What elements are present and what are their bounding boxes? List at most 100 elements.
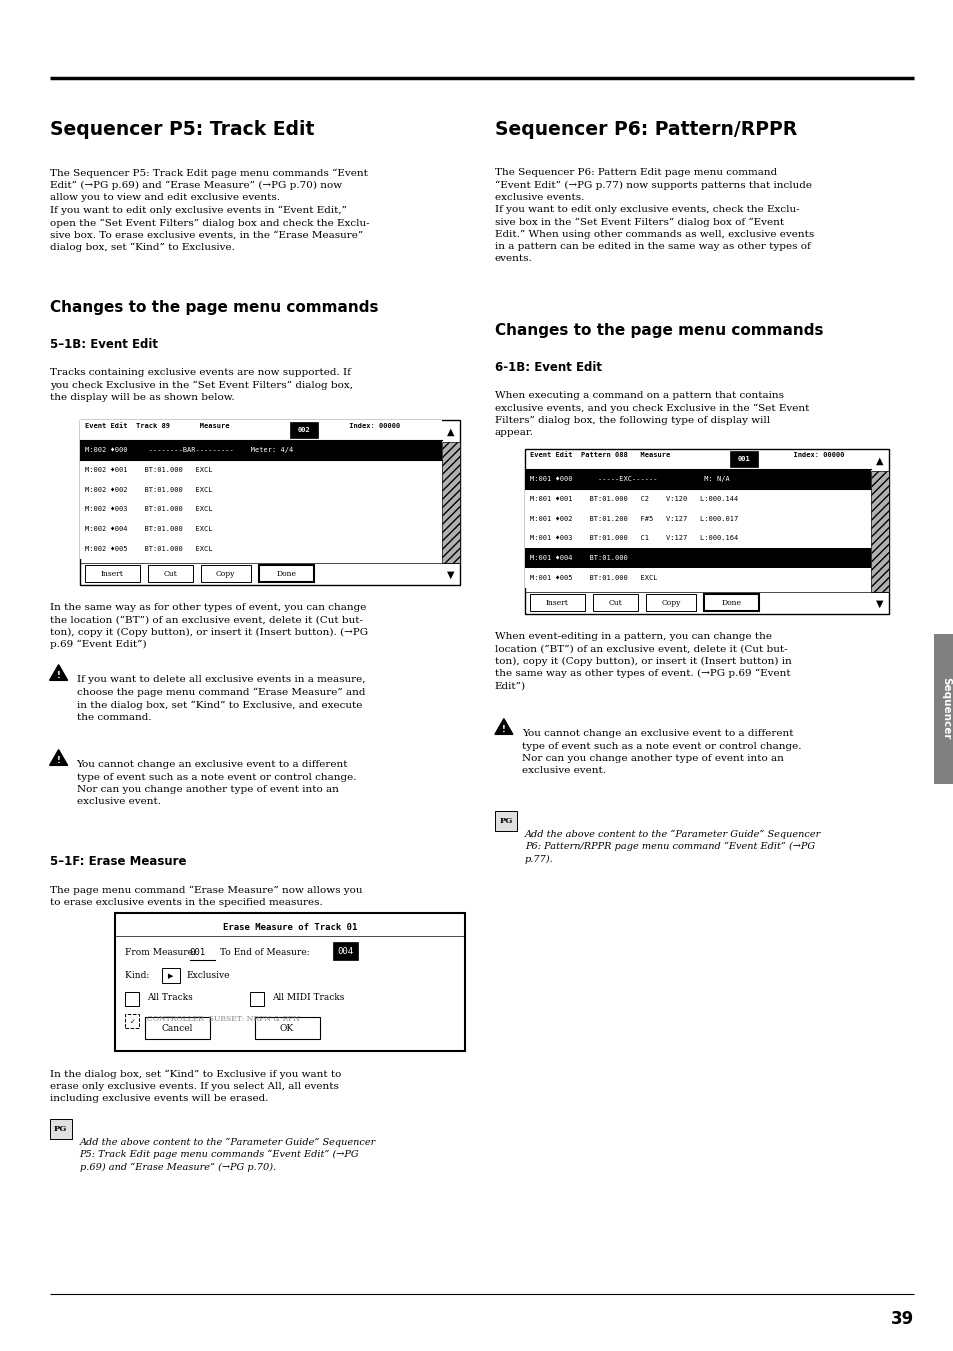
Text: Changes to the page menu commands: Changes to the page menu commands: [495, 323, 822, 338]
Text: 002: 002: [297, 427, 310, 434]
Bar: [200, 565, 251, 582]
Text: M:001 ♦005    BT:01.000   EXCL: M:001 ♦005 BT:01.000 EXCL: [529, 576, 657, 581]
Text: PG: PG: [498, 817, 512, 825]
Text: Cut: Cut: [163, 570, 177, 578]
Bar: [79, 539, 441, 559]
Text: Copy: Copy: [215, 570, 235, 578]
Text: !: !: [56, 757, 60, 766]
Bar: [529, 594, 584, 612]
Bar: [933, 634, 953, 784]
Text: ▶: ▶: [168, 973, 173, 979]
Bar: [125, 1015, 138, 1028]
Bar: [524, 528, 870, 549]
Text: To End of Measure:: To End of Measure:: [219, 948, 312, 958]
Text: M:002 ♦003    BT:01.000   EXCL: M:002 ♦003 BT:01.000 EXCL: [85, 507, 212, 512]
Text: Done: Done: [720, 598, 740, 607]
Bar: [114, 913, 464, 1051]
Text: Insert: Insert: [545, 598, 568, 607]
Bar: [524, 489, 870, 509]
Text: ▼: ▼: [875, 598, 882, 608]
Bar: [524, 450, 888, 615]
Bar: [250, 993, 263, 1006]
Text: 5–1F: Erase Measure: 5–1F: Erase Measure: [50, 855, 186, 869]
Bar: [524, 569, 870, 588]
Bar: [441, 442, 459, 563]
Bar: [79, 420, 441, 440]
Text: OK: OK: [279, 1024, 294, 1034]
Bar: [290, 423, 317, 438]
Text: M:002 ♦002    BT:01.000   EXCL: M:002 ♦002 BT:01.000 EXCL: [85, 486, 212, 493]
Text: 5–1B: Event Edit: 5–1B: Event Edit: [50, 338, 157, 351]
Text: Done: Done: [275, 570, 295, 578]
Text: ▲: ▲: [875, 455, 882, 465]
Bar: [333, 943, 357, 961]
Text: M:002 ♦004    BT:01.000   EXCL: M:002 ♦004 BT:01.000 EXCL: [85, 527, 212, 532]
Polygon shape: [495, 719, 513, 735]
Text: M:001 ♦001    BT:01.000   C2    V:120   L:000.144: M:001 ♦001 BT:01.000 C2 V:120 L:000.144: [529, 496, 738, 501]
Text: 001: 001: [737, 457, 749, 462]
Text: 39: 39: [890, 1310, 913, 1328]
Text: Erase Measure of Track 01: Erase Measure of Track 01: [222, 923, 356, 932]
Text: Index: 00000: Index: 00000: [767, 453, 843, 458]
Bar: [79, 480, 441, 500]
Bar: [258, 565, 314, 582]
Text: In the same way as for other types of event, you can change
the location (“BT”) : In the same way as for other types of ev…: [50, 604, 367, 650]
Text: You cannot change an exclusive event to a different
type of event such as a note: You cannot change an exclusive event to …: [521, 730, 801, 775]
Text: In the dialog box, set “Kind” to Exclusive if you want to
erase only exclusive e: In the dialog box, set “Kind” to Exclusi…: [50, 1070, 340, 1102]
Text: All MIDI Tracks: All MIDI Tracks: [272, 993, 344, 1002]
Text: Kind:: Kind:: [125, 971, 152, 981]
Text: Copy: Copy: [660, 598, 679, 607]
Bar: [495, 812, 517, 831]
Text: PG: PG: [54, 1125, 68, 1133]
Bar: [148, 565, 193, 582]
Text: Exclusive: Exclusive: [187, 971, 230, 981]
Text: Sequencer P6: Pattern/RPPR: Sequencer P6: Pattern/RPPR: [495, 120, 797, 139]
Text: From Measure:: From Measure:: [125, 948, 198, 958]
Text: !: !: [501, 725, 505, 735]
Bar: [870, 471, 888, 592]
Text: M:001 ♦002    BT:01.200   F#5   V:127   L:000.017: M:001 ♦002 BT:01.200 F#5 V:127 L:000.017: [529, 516, 738, 521]
Text: Sequencer: Sequencer: [940, 677, 950, 740]
Text: The Sequencer P6: Pattern Edit page menu command
“Event Edit” (→PG p.77) now sup: The Sequencer P6: Pattern Edit page menu…: [495, 169, 813, 263]
Bar: [79, 440, 441, 459]
Bar: [254, 1017, 319, 1039]
Bar: [524, 509, 870, 528]
Text: Sequencer P5: Track Edit: Sequencer P5: Track Edit: [50, 120, 314, 139]
Text: 004: 004: [336, 947, 353, 957]
Text: Event Edit  Pattern 088   Measure: Event Edit Pattern 088 Measure: [529, 453, 674, 458]
Text: 6-1B: Event Edit: 6-1B: Event Edit: [495, 361, 601, 374]
Text: When event-editing in a pattern, you can change the
location (“BT”) of an exclus: When event-editing in a pattern, you can…: [495, 632, 791, 690]
Bar: [592, 594, 638, 612]
Text: Index: 00000: Index: 00000: [327, 423, 399, 430]
Text: If you want to delete all exclusive events in a measure,
choose the page menu co: If you want to delete all exclusive even…: [76, 676, 365, 721]
Bar: [79, 420, 459, 585]
Text: All Tracks: All Tracks: [147, 993, 193, 1002]
Bar: [125, 993, 138, 1006]
Text: M:001 ♦004    BT:01.000: M:001 ♦004 BT:01.000: [529, 555, 627, 561]
Text: Add the above content to the “Parameter Guide” Sequencer
P5: Track Edit page men: Add the above content to the “Parameter …: [79, 1138, 375, 1171]
Bar: [79, 519, 441, 539]
Text: M:002 ♦000     --------BAR---------    Meter: 4/4: M:002 ♦000 --------BAR--------- Meter: 4…: [85, 447, 293, 453]
Text: Insert: Insert: [101, 570, 124, 578]
Bar: [79, 459, 441, 480]
Text: Add the above content to the “Parameter Guide” Sequencer
P6: Pattern/RPPR page m: Add the above content to the “Parameter …: [524, 830, 821, 863]
Text: ▲: ▲: [447, 427, 455, 436]
Text: The page menu command “Erase Measure” now allows you
to erase exclusive events i: The page menu command “Erase Measure” no…: [50, 885, 362, 907]
Text: ▼: ▼: [447, 569, 455, 580]
Text: Event Edit  Track 89       Measure: Event Edit Track 89 Measure: [85, 423, 233, 430]
Bar: [161, 969, 179, 984]
Text: M:002 ♦005    BT:01.000   EXCL: M:002 ♦005 BT:01.000 EXCL: [85, 546, 212, 553]
Text: ✓: ✓: [130, 1019, 135, 1025]
Text: 001: 001: [190, 948, 206, 958]
Bar: [524, 469, 870, 489]
Bar: [524, 549, 870, 569]
Bar: [85, 565, 139, 582]
Text: Tracks containing exclusive events are now supported. If
you check Exclusive in : Tracks containing exclusive events are n…: [50, 369, 353, 403]
Text: M:002 ♦001    BT:01.000   EXCL: M:002 ♦001 BT:01.000 EXCL: [85, 467, 212, 473]
Bar: [79, 500, 441, 519]
Polygon shape: [50, 665, 68, 681]
Text: Cancel: Cancel: [161, 1024, 193, 1034]
Text: Cut: Cut: [608, 598, 621, 607]
Text: M:001 ♦000      -----EXC------           M: N/A: M:001 ♦000 -----EXC------ M: N/A: [529, 476, 729, 482]
Text: CONTROLLER  SUBSET: NRPN & RPN: CONTROLLER SUBSET: NRPN & RPN: [147, 1016, 299, 1023]
